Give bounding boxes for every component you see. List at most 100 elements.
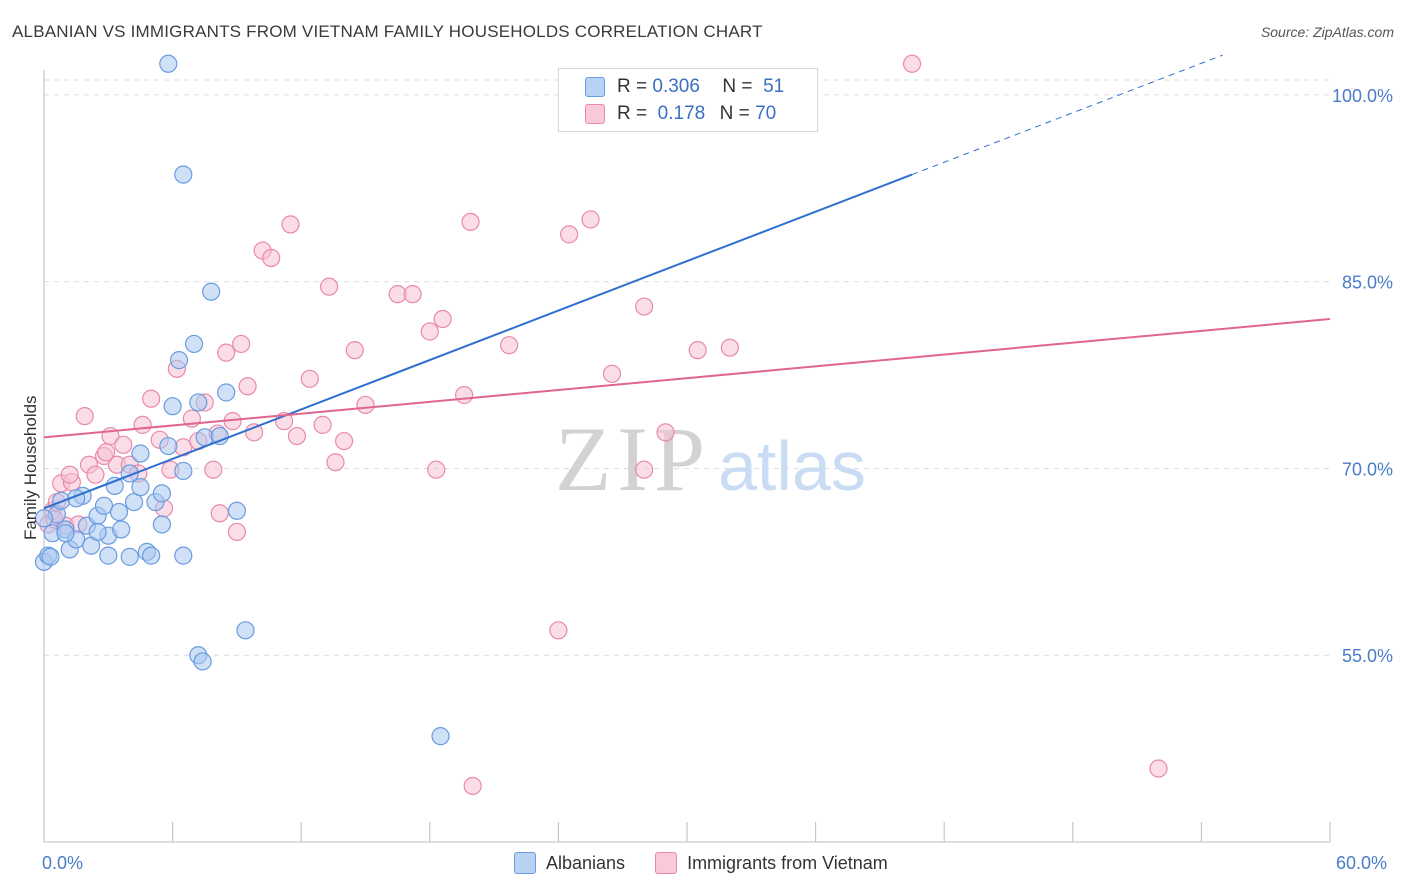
legend-swatch-vietnam	[585, 104, 605, 124]
x-tick-label-min: 0.0%	[42, 853, 83, 873]
bottom-legend-vietnam[interactable]: Immigrants from Vietnam	[655, 852, 888, 874]
albanians-point-38	[99, 546, 118, 565]
legend-row-vietnam: R = 0.178 N = 70	[585, 102, 776, 126]
albanians-point-46	[131, 478, 150, 497]
albanians-point-15	[112, 520, 131, 539]
albanians-point-34	[236, 621, 255, 640]
legend-n-albanians: 51	[763, 76, 785, 97]
bottom-legend-albanians-label: Albanians	[546, 852, 626, 873]
legend-r-albanians: 0.306	[652, 76, 700, 97]
albanians-point-14	[105, 476, 124, 495]
vietnam-point-16	[133, 415, 152, 434]
vietnam-point-63	[902, 54, 922, 73]
vietnam-point-61	[688, 341, 707, 360]
legend-box: R = 0.306 N = 51 R = 0.178 N = 70	[558, 68, 818, 132]
legend-r-label: R =	[617, 76, 648, 97]
albanians-point-28	[189, 393, 208, 412]
y-tick-label-2: 70.0%	[1342, 459, 1393, 479]
albanians-point-17	[124, 492, 144, 512]
vietnam-point-30	[227, 522, 246, 542]
vietnam-point-32	[238, 377, 257, 396]
vietnam-point-62	[720, 338, 739, 357]
vietnam-point-9	[86, 465, 105, 484]
vietnam-point-42	[326, 453, 345, 472]
gridlines	[44, 79, 1330, 656]
vietnam-point-26	[204, 460, 223, 479]
vietnam-point-43	[334, 431, 354, 451]
source-label: Source: ZipAtlas.com	[1260, 24, 1394, 40]
albanians-trend-line	[43, 173, 913, 510]
vietnam-point-55	[560, 225, 579, 244]
albanians-point-44	[56, 524, 75, 543]
watermark-atlas: atlas	[718, 427, 866, 505]
albanians-point-25	[169, 351, 189, 370]
albanians-trend-extension	[911, 54, 1224, 176]
albanians-point-41	[174, 546, 193, 565]
bottom-legend-vietnam-label: Immigrants from Vietnam	[687, 852, 888, 873]
vietnam-point-31	[232, 334, 251, 354]
y-tick-label-1: 85.0%	[1342, 273, 1393, 293]
albanians-point-43	[193, 652, 212, 671]
vietnam-point-51	[454, 385, 474, 405]
bottom-legend: Albanians Immigrants from Vietnam	[514, 852, 918, 874]
legend-n-label: N =	[719, 103, 750, 124]
vietnam-point-56	[581, 210, 600, 229]
albanians-point-30	[202, 282, 221, 301]
albanians-point-45	[41, 547, 60, 566]
albanians-point-32	[217, 383, 236, 402]
albanians-point-47	[109, 502, 129, 522]
y-tick-labels: 100.0% 85.0% 70.0% 55.0%	[1332, 86, 1393, 666]
albanians-point-31	[210, 426, 229, 446]
vietnam-point-49	[427, 460, 446, 479]
albanians-point-22	[152, 484, 171, 503]
albanians-point-24	[163, 397, 182, 416]
vietnam-point-53	[500, 336, 519, 355]
vietnam-point-33	[244, 423, 264, 442]
axes	[43, 70, 1331, 843]
vietnam-point-41	[319, 277, 339, 296]
vietnam-point-68	[60, 465, 79, 484]
vietnam-point-58	[635, 460, 654, 479]
bottom-swatch-vietnam	[655, 852, 678, 874]
legend-r-vietnam: 0.178	[657, 103, 706, 124]
albanians-point-50	[34, 509, 54, 528]
vietnam-point-13	[114, 435, 133, 454]
legend-swatch-albanians	[585, 77, 605, 97]
vietnam-point-38	[287, 426, 307, 446]
y-axis-label: Family Households	[21, 395, 40, 540]
vietnam-point-64	[1149, 759, 1168, 778]
albanians-point-23	[159, 436, 178, 456]
vietnam-point-57	[602, 364, 622, 383]
vietnam-point-67	[97, 443, 116, 462]
data-points	[34, 54, 1168, 796]
chart-title: ALBANIAN VS IMMIGRANTS FROM VIETNAM FAMI…	[12, 22, 763, 41]
vietnam-point-44	[345, 341, 364, 360]
albanians-point-18	[131, 444, 150, 463]
albanians-point-36	[174, 165, 193, 184]
vietnam-point-28	[217, 343, 236, 362]
vietnam-point-52	[461, 212, 480, 232]
bottom-legend-albanians[interactable]: Albanians	[514, 852, 625, 874]
y-tick-label-3: 55.0%	[1342, 646, 1393, 666]
albanians-point-20	[142, 546, 161, 565]
vietnam-point-35	[262, 248, 281, 268]
vietnam-point-7	[75, 407, 94, 426]
albanians-point-40	[88, 522, 107, 542]
legend-n-label: N =	[722, 76, 753, 97]
albanians-point-37	[120, 547, 139, 566]
legend-r-label: R =	[617, 103, 648, 124]
legend-n-vietnam: 70	[755, 103, 777, 124]
albanians-point-26	[174, 461, 193, 481]
vietnam-trend-line	[43, 318, 1331, 439]
vietnam-point-59	[635, 297, 654, 316]
vietnam-point-40	[313, 415, 332, 434]
albanians-point-49	[431, 727, 450, 746]
vietnam-point-66	[210, 504, 229, 523]
vietnam-point-37	[281, 215, 300, 234]
albanians-point-33	[227, 501, 246, 520]
watermark-zip: ZIP	[555, 408, 711, 510]
bottom-swatch-albanians	[514, 852, 536, 874]
vietnam-point-60	[656, 423, 675, 442]
vietnam-point-45	[356, 395, 375, 415]
